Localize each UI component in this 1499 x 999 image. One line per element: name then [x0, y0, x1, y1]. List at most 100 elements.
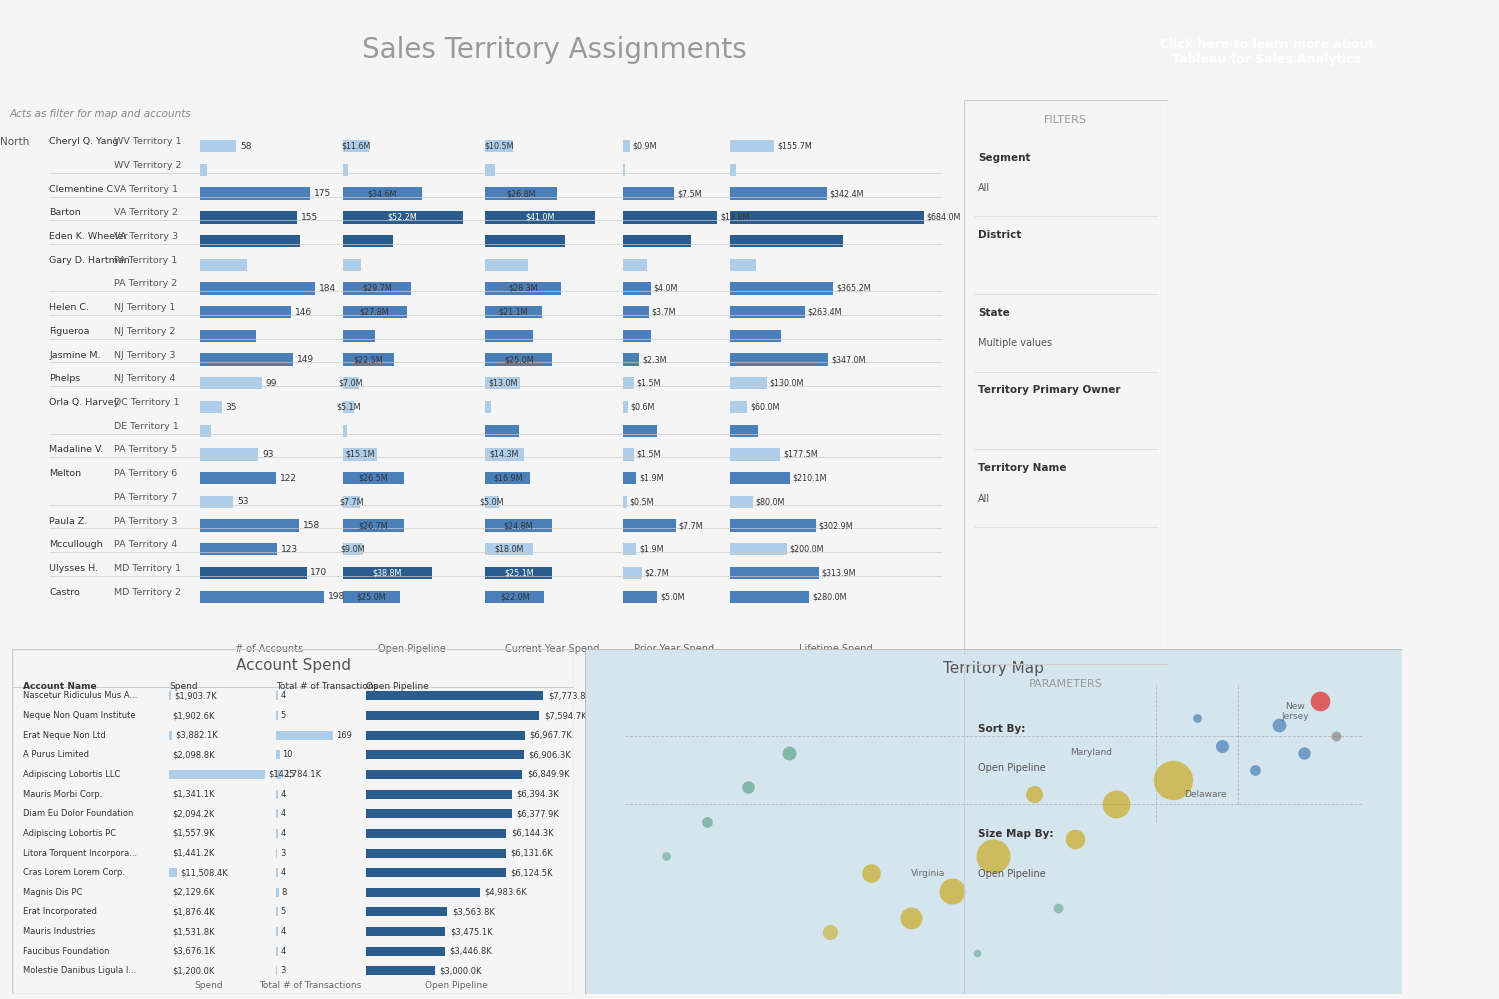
- Bar: [486, 188, 558, 200]
- Bar: [199, 543, 277, 555]
- Bar: [624, 140, 630, 153]
- Bar: [366, 809, 511, 818]
- Text: PA Territory 3: PA Territory 3: [114, 516, 177, 525]
- Bar: [276, 750, 279, 759]
- Bar: [199, 472, 276, 485]
- Text: $1,557.9K: $1,557.9K: [172, 829, 214, 838]
- Bar: [366, 789, 513, 798]
- Text: $7,594.7K: $7,594.7K: [544, 711, 586, 720]
- Text: $5.0M: $5.0M: [660, 592, 685, 601]
- Text: $2,094.2K: $2,094.2K: [172, 809, 214, 818]
- Text: 146: 146: [295, 308, 312, 317]
- Bar: [624, 188, 675, 200]
- Text: Barton: Barton: [49, 209, 81, 218]
- Text: NJ Territory 3: NJ Territory 3: [114, 351, 175, 360]
- Text: NJ Territory 2: NJ Territory 2: [114, 327, 175, 336]
- Text: $3,676.1K: $3,676.1K: [172, 947, 214, 956]
- Bar: [199, 519, 298, 531]
- Text: Madaline V.: Madaline V.: [49, 446, 103, 455]
- Bar: [343, 425, 348, 437]
- Text: 35: 35: [226, 403, 237, 412]
- Text: $3,563.8K: $3,563.8K: [451, 907, 495, 916]
- Text: $0.5M: $0.5M: [630, 498, 654, 506]
- Text: Multiple values: Multiple values: [979, 339, 1052, 349]
- Bar: [486, 235, 565, 247]
- Text: Total # of Transactions: Total # of Transactions: [259, 981, 361, 990]
- Bar: [343, 283, 411, 295]
- Text: $3.7M: $3.7M: [652, 308, 676, 317]
- Text: $684.0M: $684.0M: [926, 213, 961, 222]
- Bar: [624, 330, 651, 342]
- Bar: [199, 401, 222, 414]
- Text: $26.8M: $26.8M: [507, 189, 537, 198]
- Text: 123: 123: [280, 544, 298, 553]
- Bar: [199, 283, 315, 295]
- Bar: [730, 401, 747, 414]
- Text: $7.0M: $7.0M: [339, 379, 363, 388]
- Text: $25.0M: $25.0M: [504, 355, 534, 364]
- Bar: [730, 306, 805, 319]
- Point: [736, 779, 760, 795]
- Text: 4: 4: [280, 927, 286, 936]
- Text: Orla Q. Harvey: Orla Q. Harvey: [49, 398, 120, 407]
- Text: Open Pipeline: Open Pipeline: [424, 981, 487, 990]
- Text: $0.9M: $0.9M: [633, 142, 657, 151]
- Text: $5.0M: $5.0M: [480, 498, 504, 506]
- Bar: [343, 519, 405, 531]
- Text: $6,967.7K: $6,967.7K: [529, 730, 573, 739]
- Text: $29.7M: $29.7M: [361, 284, 391, 293]
- Text: 5: 5: [280, 907, 286, 916]
- Bar: [199, 306, 291, 319]
- Text: 4: 4: [280, 691, 286, 700]
- Point: [1186, 710, 1210, 726]
- Text: 3: 3: [280, 848, 285, 857]
- Text: State: State: [979, 308, 1010, 318]
- Bar: [343, 188, 423, 200]
- Bar: [343, 590, 400, 602]
- Text: Mauris Industries: Mauris Industries: [24, 927, 96, 936]
- Bar: [486, 425, 519, 437]
- Text: Ulysses H.: Ulysses H.: [49, 564, 99, 573]
- Bar: [276, 730, 333, 739]
- Bar: [366, 711, 540, 720]
- Text: $210.1M: $210.1M: [793, 474, 827, 483]
- Bar: [366, 829, 507, 838]
- Bar: [486, 472, 531, 485]
- Text: $4.0M: $4.0M: [654, 284, 678, 293]
- Text: $14.3M: $14.3M: [490, 450, 519, 459]
- Text: Helen C.: Helen C.: [49, 303, 90, 312]
- Text: $26.7M: $26.7M: [358, 521, 388, 530]
- Text: 184: 184: [319, 284, 336, 293]
- Bar: [366, 750, 523, 759]
- Text: Neque Non Quam Institute: Neque Non Quam Institute: [24, 711, 136, 720]
- Text: 122: 122: [280, 474, 297, 483]
- Text: DC Territory 1: DC Territory 1: [114, 398, 180, 407]
- Text: $6,131.6K: $6,131.6K: [511, 848, 553, 857]
- Text: $365.2M: $365.2M: [836, 284, 871, 293]
- Bar: [366, 730, 525, 739]
- Text: Prior Year Spend: Prior Year Spend: [634, 643, 715, 653]
- Text: FILTERS: FILTERS: [1045, 116, 1087, 126]
- Point: [1324, 727, 1348, 743]
- Bar: [276, 770, 282, 779]
- Text: NJ Territory 4: NJ Territory 4: [114, 375, 175, 384]
- Bar: [624, 472, 637, 485]
- Text: Account Spend: Account Spend: [235, 658, 351, 673]
- Text: Total # of Transactions: Total # of Transactions: [276, 682, 378, 691]
- Text: $6,849.9K: $6,849.9K: [528, 770, 570, 779]
- Bar: [624, 378, 634, 390]
- Text: Open Pipeline: Open Pipeline: [366, 682, 429, 691]
- Text: Spend: Spend: [195, 981, 223, 990]
- Text: Adipiscing Lobortis LLC: Adipiscing Lobortis LLC: [24, 770, 120, 779]
- Text: $302.9M: $302.9M: [818, 521, 853, 530]
- Text: Melton: Melton: [49, 470, 81, 479]
- Text: Territory Map: Territory Map: [943, 661, 1043, 676]
- Text: 4: 4: [280, 947, 286, 956]
- Text: $26.5M: $26.5M: [358, 474, 388, 483]
- Point: [980, 848, 1004, 864]
- Bar: [486, 590, 544, 602]
- Bar: [366, 888, 480, 897]
- Text: # of Accounts: # of Accounts: [235, 643, 303, 653]
- Text: $6,906.3K: $6,906.3K: [528, 750, 571, 759]
- Text: $9.0M: $9.0M: [340, 544, 366, 553]
